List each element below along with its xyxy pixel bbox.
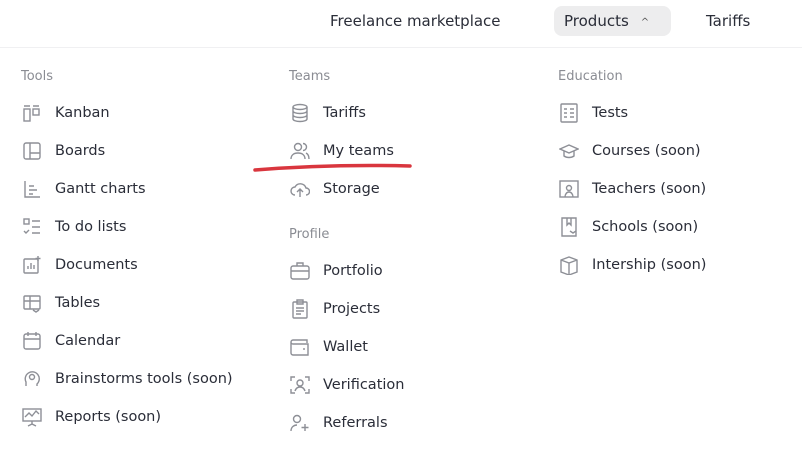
coins-icon [289, 102, 311, 124]
referrals-icon [289, 412, 311, 434]
users-icon [289, 140, 311, 162]
section-heading: Profile [289, 227, 330, 242]
nav-products[interactable]: Products ^ [554, 6, 671, 36]
menu-item-label: My teams [323, 143, 394, 159]
wallet-icon [289, 336, 311, 358]
menu-item-label: Verification [323, 377, 405, 393]
menu-item-label: Kanban [55, 105, 110, 121]
top-nav: Freelance marketplace Products ^ Tariffs [0, 0, 802, 48]
nav-freelance-marketplace[interactable]: Freelance marketplace [320, 6, 511, 36]
menu-item-projects[interactable]: Projects [289, 290, 404, 328]
section-heading: Education [558, 69, 623, 84]
gantt-icon [21, 178, 43, 200]
red-annotation-underline [253, 163, 412, 172]
menu-item-tables[interactable]: Tables [21, 284, 233, 322]
menu-item-label: Projects [323, 301, 381, 317]
verification-icon [289, 374, 311, 396]
menu-item-boards[interactable]: Boards [21, 132, 233, 170]
menu-item-to-do-lists[interactable]: To do lists [21, 208, 233, 246]
reports-icon [21, 406, 43, 428]
menu-item-label: Wallet [323, 339, 368, 355]
chevron-up-icon: ^ [640, 17, 650, 28]
menu-item-label: Brainstorms tools (soon) [55, 371, 233, 387]
menu-item-tests[interactable]: Tests [558, 94, 706, 132]
calendar-icon [21, 330, 43, 352]
menu-item-label: Tariffs [323, 105, 366, 121]
menu-item-wallet[interactable]: Wallet [289, 328, 404, 366]
nav-tariffs[interactable]: Tariffs [696, 6, 760, 36]
nav-label: Tariffs [706, 12, 751, 30]
section-gap [289, 208, 404, 224]
menu-item-label: Gantt charts [55, 181, 146, 197]
menu-item-calendar[interactable]: Calendar [21, 322, 233, 360]
menu-item-label: Documents [55, 257, 138, 273]
menu-item-label: Tests [592, 105, 629, 121]
menu-item-label: Tables [55, 295, 101, 311]
boards-icon [21, 140, 43, 162]
menu-item-label: Intership (soon) [592, 257, 707, 273]
brain-icon [21, 368, 43, 390]
menu-item-gantt-charts[interactable]: Gantt charts [21, 170, 233, 208]
documents-icon [21, 254, 43, 276]
graduation-cap-icon [558, 140, 580, 162]
box-icon [558, 254, 580, 276]
briefcase-icon [289, 260, 311, 282]
menu-item-label: Storage [323, 181, 380, 197]
tables-icon [21, 292, 43, 314]
column-education: Education Tests Courses (soon) Teachers (so… [558, 66, 706, 284]
cloud-icon [289, 178, 311, 200]
menu-item-verification[interactable]: Verification [289, 366, 404, 404]
section-heading: Teams [289, 69, 331, 84]
nav-label: Products [564, 12, 629, 30]
menu-item-label: Teachers (soon) [592, 181, 707, 197]
menu-item-brainstorms-tools-soon[interactable]: Brainstorms tools (soon) [21, 360, 233, 398]
menu-item-label: Referrals [323, 415, 388, 431]
menu-item-portfolio[interactable]: Portfolio [289, 252, 404, 290]
menu-item-teachers-soon[interactable]: Teachers (soon) [558, 170, 706, 208]
menu-item-label: Boards [55, 143, 106, 159]
tests-icon [558, 102, 580, 124]
menu-item-storage[interactable]: Storage [289, 170, 404, 208]
column-teams-profile: Teams Tariffs My teams Storage Profile Portfo… [289, 66, 404, 442]
section-heading: Tools [21, 69, 54, 84]
menu-item-label: To do lists [55, 219, 127, 235]
clipboard-icon [289, 298, 311, 320]
menu-item-documents[interactable]: Documents [21, 246, 233, 284]
menu-item-schools-soon[interactable]: Schools (soon) [558, 208, 706, 246]
menu-item-referrals[interactable]: Referrals [289, 404, 404, 442]
nav-label: Freelance marketplace [330, 12, 501, 30]
menu-item-label: Portfolio [323, 263, 383, 279]
kanban-icon [21, 102, 43, 124]
teacher-icon [558, 178, 580, 200]
menu-item-label: Reports (soon) [55, 409, 162, 425]
menu-item-label: Schools (soon) [592, 219, 699, 235]
menu-item-label: Courses (soon) [592, 143, 701, 159]
todo-icon [21, 216, 43, 238]
menu-item-my-teams[interactable]: My teams [289, 132, 404, 170]
menu-item-tariffs[interactable]: Tariffs [289, 94, 404, 132]
menu-item-label: Calendar [55, 333, 121, 349]
menu-item-reports-soon[interactable]: Reports (soon) [21, 398, 233, 436]
menu-item-intership-soon[interactable]: Intership (soon) [558, 246, 706, 284]
menu-item-kanban[interactable]: Kanban [21, 94, 233, 132]
column-tools: Tools Kanban Boards Gantt charts To do lists… [21, 66, 233, 436]
menu-item-courses-soon[interactable]: Courses (soon) [558, 132, 706, 170]
school-icon [558, 216, 580, 238]
